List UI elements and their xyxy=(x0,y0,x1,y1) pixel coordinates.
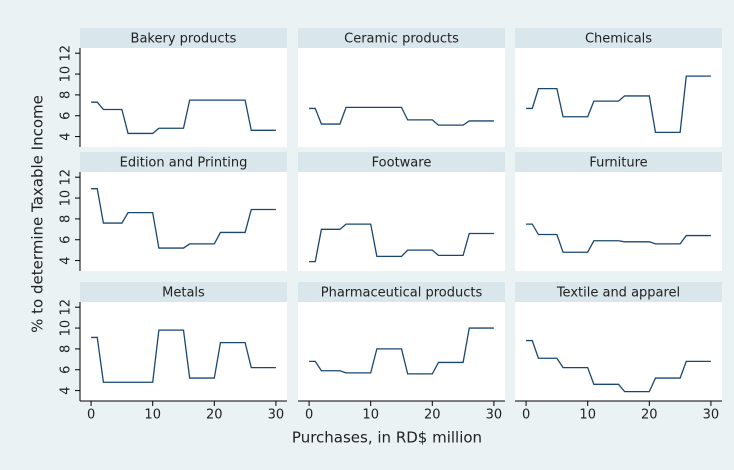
panel-title: Edition and Printing xyxy=(120,156,248,171)
panel-header xyxy=(80,152,287,172)
x-tick-label: 0 xyxy=(305,408,313,423)
line xyxy=(526,339,711,393)
panel-title: Pharmaceutical products xyxy=(321,286,483,301)
y-tick-label: 12 xyxy=(59,299,74,316)
panel-header xyxy=(80,282,287,302)
line xyxy=(91,99,276,135)
line xyxy=(91,329,276,383)
x-tick-label: 30 xyxy=(268,408,285,423)
plot-area xyxy=(515,302,722,401)
x-tick-label: 30 xyxy=(703,408,720,423)
x-tick-label: 0 xyxy=(522,408,530,423)
y-tick-label: 6 xyxy=(59,112,74,120)
panel-title: Footware xyxy=(372,156,432,171)
y-tick-label: 8 xyxy=(59,215,74,223)
x-tick-label: 10 xyxy=(144,408,161,423)
y-tick-label: 4 xyxy=(59,386,74,394)
x-tick-label: 10 xyxy=(362,408,379,423)
x-tick-label: 30 xyxy=(486,408,503,423)
panel-header xyxy=(515,282,722,302)
y-tick-label: 6 xyxy=(59,366,74,374)
x-tick-label: 10 xyxy=(579,408,596,423)
y-tick-label: 4 xyxy=(59,256,74,264)
panel-title: Chemicals xyxy=(585,32,652,47)
line xyxy=(526,75,711,134)
plot-area xyxy=(515,172,722,271)
panel-header xyxy=(515,28,722,48)
panel-title: Furniture xyxy=(589,156,647,171)
y-tick-label: 8 xyxy=(59,91,74,99)
plot-area xyxy=(80,172,287,271)
line xyxy=(309,327,494,375)
y-tick-label: 12 xyxy=(59,45,74,62)
y-tick-label: 6 xyxy=(59,236,74,244)
x-axis-label: Purchases, in RD$ million xyxy=(292,429,482,447)
panel-title: Metals xyxy=(162,286,205,301)
plot-area xyxy=(298,48,505,147)
x-tick-label: 20 xyxy=(641,408,658,423)
panel-header xyxy=(298,282,505,302)
y-tick-label: 10 xyxy=(59,190,74,207)
panel-title: Ceramic products xyxy=(344,32,459,47)
x-tick-label: 0 xyxy=(87,408,95,423)
y-tick-label: 8 xyxy=(59,345,74,353)
y-tick-label: 4 xyxy=(59,132,74,140)
plot-area xyxy=(515,48,722,147)
panel-title: Bakery products xyxy=(131,32,237,47)
x-tick-label: 20 xyxy=(424,408,441,423)
y-tick-label: 12 xyxy=(59,169,74,186)
panel-header xyxy=(298,28,505,48)
panel-header xyxy=(515,152,722,172)
x-tick-label: 20 xyxy=(206,408,223,423)
line xyxy=(309,106,494,126)
y-axis-label: % to determine Taxable Income xyxy=(29,95,47,333)
line xyxy=(91,188,276,249)
panel-header xyxy=(298,152,505,172)
line xyxy=(526,223,711,253)
plot-area xyxy=(80,48,287,147)
line xyxy=(309,223,494,263)
panel-title: Textile and apparel xyxy=(556,286,680,301)
y-tick-label: 10 xyxy=(59,320,74,337)
plot-area xyxy=(80,302,287,401)
panel-header xyxy=(80,28,287,48)
plot-area xyxy=(298,172,505,271)
y-tick-label: 10 xyxy=(59,66,74,83)
